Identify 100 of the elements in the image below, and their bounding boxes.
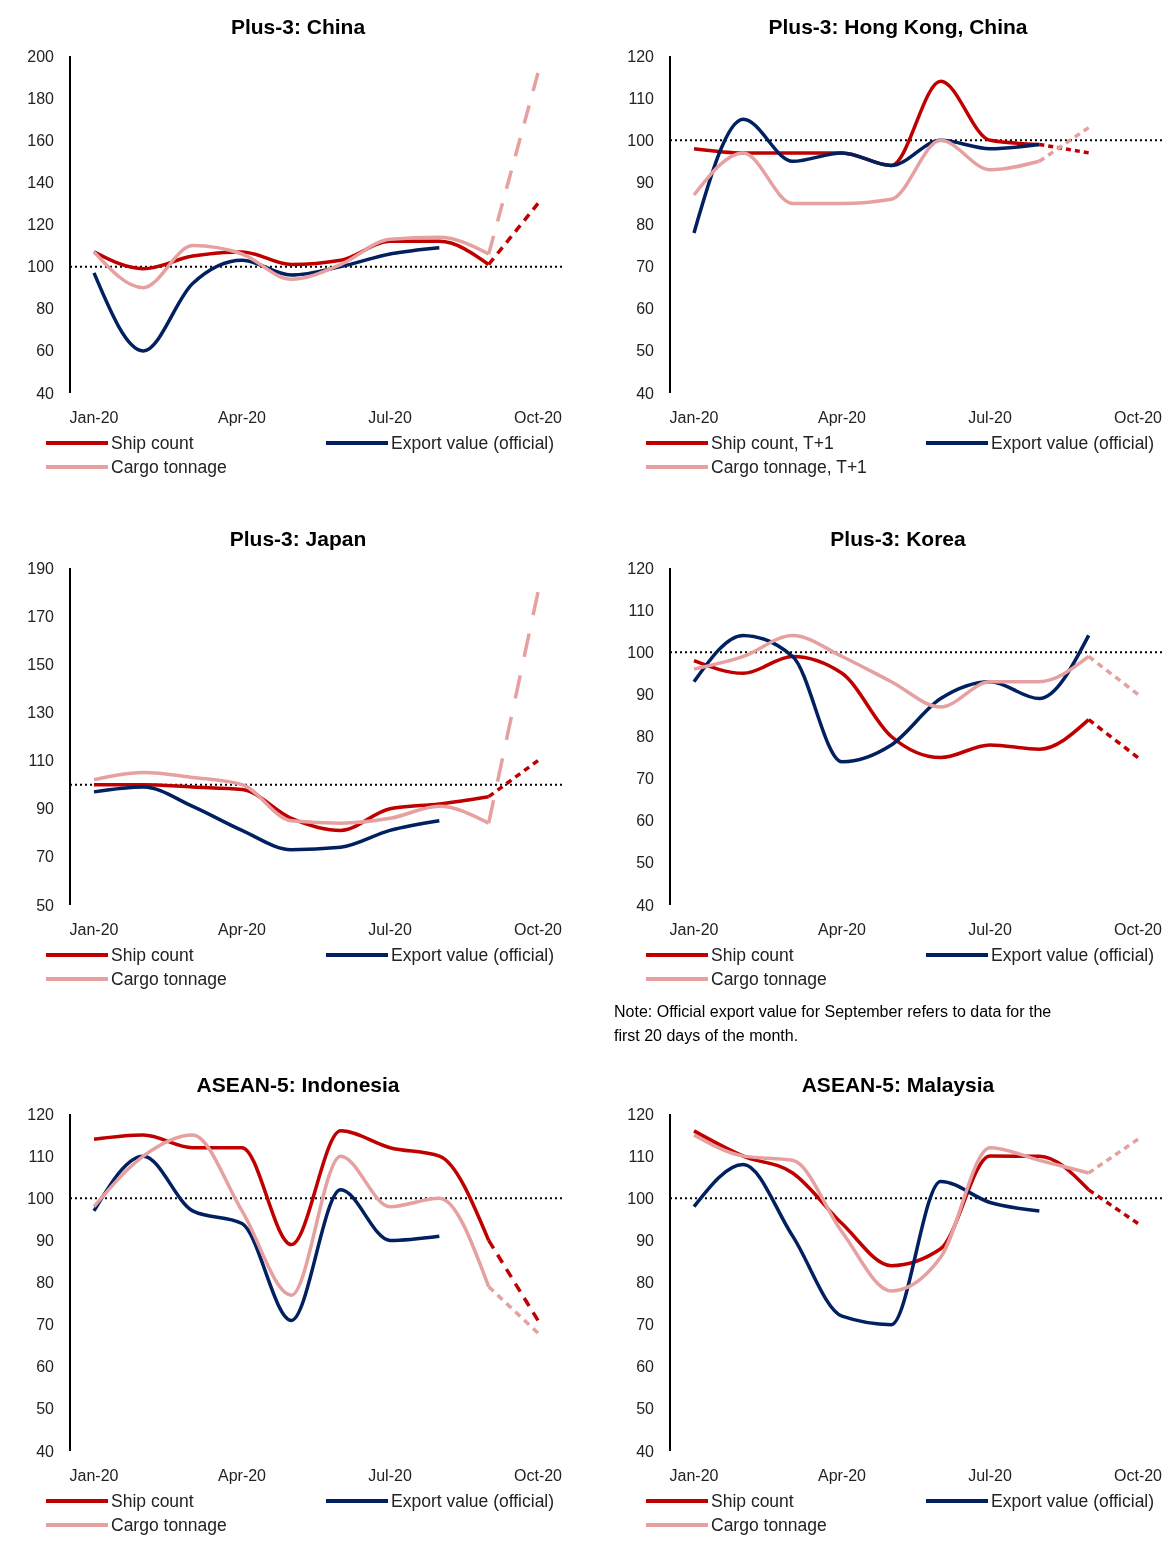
y-tick-label: 100 bbox=[627, 643, 655, 661]
x-tick-label: Apr-20 bbox=[817, 409, 867, 426]
y-tick-label: 60 bbox=[636, 1358, 655, 1376]
y-tick-label: 120 bbox=[627, 559, 655, 577]
y-tick-label: 50 bbox=[36, 1400, 55, 1418]
y-tick-label: 80 bbox=[636, 728, 655, 746]
y-tick-label: 90 bbox=[636, 1231, 655, 1249]
y-tick-label: 80 bbox=[36, 1274, 55, 1292]
y-tick-label: 80 bbox=[36, 300, 55, 318]
legend-label: Export value (official) bbox=[391, 433, 555, 454]
legend-label: Ship count bbox=[111, 1491, 194, 1512]
x-tick-label: Jan-20 bbox=[69, 921, 119, 938]
x-tick-label: Jul-20 bbox=[968, 409, 1012, 426]
x-tick-label: Jan-20 bbox=[669, 409, 719, 426]
y-tick-label: 100 bbox=[627, 1189, 655, 1207]
x-tick-label: Oct-20 bbox=[513, 1467, 563, 1484]
y-tick-label: 110 bbox=[28, 752, 55, 770]
line-series bbox=[92, 245, 442, 353]
y-tick-label: 100 bbox=[27, 258, 55, 276]
y-tick-label: 40 bbox=[636, 1442, 655, 1460]
y-tick-label: 110 bbox=[628, 1147, 655, 1165]
legend-label: Cargo tonnage bbox=[111, 969, 227, 990]
x-tick-label: Jul-20 bbox=[968, 921, 1012, 938]
y-tick-label: 60 bbox=[636, 812, 655, 830]
x-tick-label: Oct-20 bbox=[1113, 409, 1163, 426]
y-tick-label: 90 bbox=[636, 685, 655, 703]
y-tick-label: 100 bbox=[627, 131, 655, 149]
x-tick-label: Jul-20 bbox=[368, 921, 412, 938]
y-tick-label: 40 bbox=[636, 896, 655, 914]
x-tick-label: Apr-20 bbox=[217, 921, 267, 938]
y-tick-label: 100 bbox=[27, 1189, 55, 1207]
legend-label: Export value (official) bbox=[991, 1491, 1155, 1512]
y-tick-label: 130 bbox=[27, 704, 55, 722]
y-tick-label: 200 bbox=[27, 47, 55, 65]
y-tick-label: 120 bbox=[27, 1105, 55, 1123]
y-tick-label: 90 bbox=[36, 800, 55, 818]
y-tick-label: 70 bbox=[36, 848, 55, 866]
x-tick-label: Oct-20 bbox=[513, 921, 563, 938]
legend-label: Export value (official) bbox=[391, 1491, 555, 1512]
text: Note: Official export value for September refers to data for the first 20 days of the month. bbox=[614, 1003, 1052, 1044]
y-tick-label: 80 bbox=[636, 216, 655, 234]
legend-label: Cargo tonnage bbox=[111, 1515, 227, 1536]
legend-label: Ship count bbox=[711, 945, 794, 966]
y-tick-label: 120 bbox=[627, 1105, 655, 1123]
line-series bbox=[692, 117, 1042, 235]
y-tick-label: 140 bbox=[27, 173, 55, 191]
x-tick-label: Oct-20 bbox=[1113, 921, 1163, 938]
line-series bbox=[692, 633, 1091, 764]
x-tick-label: Oct-20 bbox=[1113, 1467, 1163, 1484]
legend-label: Cargo tonnage, T+1 bbox=[711, 457, 867, 478]
y-tick-label: 110 bbox=[28, 1147, 55, 1165]
y-tick-label: 50 bbox=[36, 896, 55, 914]
y-tick-label: 50 bbox=[636, 854, 655, 872]
chart-title: Plus-3: China bbox=[230, 15, 366, 38]
y-tick-label: 120 bbox=[27, 216, 55, 234]
legend-label: Ship count bbox=[111, 433, 194, 454]
legend-label: Ship count bbox=[711, 1491, 794, 1512]
legend-label: Export value (official) bbox=[991, 945, 1155, 966]
line-series bbox=[692, 1162, 1042, 1327]
x-tick-label: Apr-20 bbox=[217, 1467, 267, 1484]
y-tick-label: 60 bbox=[636, 300, 655, 318]
x-tick-label: Jan-20 bbox=[669, 1467, 719, 1484]
y-tick-label: 40 bbox=[36, 1442, 55, 1460]
y-tick-label: 70 bbox=[636, 1316, 655, 1334]
y-tick-label: 70 bbox=[36, 1316, 55, 1334]
x-tick-label: Jul-20 bbox=[968, 1467, 1012, 1484]
x-tick-label: Oct-20 bbox=[513, 409, 563, 426]
legend-label: Cargo tonnage bbox=[111, 457, 227, 478]
y-tick-label: 170 bbox=[27, 607, 55, 625]
legend-label: Export value (official) bbox=[991, 433, 1155, 454]
y-tick-label: 60 bbox=[36, 342, 55, 360]
chart-title: Plus-3: Japan bbox=[229, 527, 367, 550]
x-tick-label: Jan-20 bbox=[69, 1467, 119, 1484]
x-tick-label: Jan-20 bbox=[69, 409, 119, 426]
y-tick-label: 190 bbox=[27, 559, 55, 577]
y-tick-label: 180 bbox=[27, 89, 55, 107]
chart-title: Plus-3: Korea bbox=[830, 527, 967, 550]
legend-label: Cargo tonnage bbox=[711, 1515, 827, 1536]
y-tick-label: 40 bbox=[636, 384, 655, 402]
x-tick-label: Jul-20 bbox=[368, 1467, 412, 1484]
legend-label: Ship count, T+1 bbox=[711, 433, 834, 454]
y-tick-label: 90 bbox=[636, 173, 655, 191]
y-tick-label: 70 bbox=[636, 258, 655, 276]
legend-label: Export value (official) bbox=[391, 945, 555, 966]
y-tick-label: 160 bbox=[27, 131, 55, 149]
chart-title: Plus-3: Hong Kong, China bbox=[768, 15, 1028, 38]
line-series bbox=[92, 785, 442, 852]
y-tick-label: 60 bbox=[36, 1358, 55, 1376]
y-tick-label: 120 bbox=[627, 47, 655, 65]
legend-label: Cargo tonnage bbox=[711, 969, 827, 990]
y-tick-label: 110 bbox=[628, 89, 655, 107]
x-tick-label: Jul-20 bbox=[368, 409, 412, 426]
y-tick-label: 50 bbox=[636, 342, 655, 360]
chart-title: ASEAN-5: Malaysia bbox=[801, 1073, 995, 1096]
chart-title: ASEAN-5: Indonesia bbox=[196, 1073, 400, 1096]
x-tick-label: Apr-20 bbox=[817, 1467, 867, 1484]
y-tick-label: 50 bbox=[636, 1400, 655, 1418]
x-tick-label: Jan-20 bbox=[669, 921, 719, 938]
y-tick-label: 150 bbox=[27, 655, 55, 673]
y-tick-label: 80 bbox=[636, 1274, 655, 1292]
